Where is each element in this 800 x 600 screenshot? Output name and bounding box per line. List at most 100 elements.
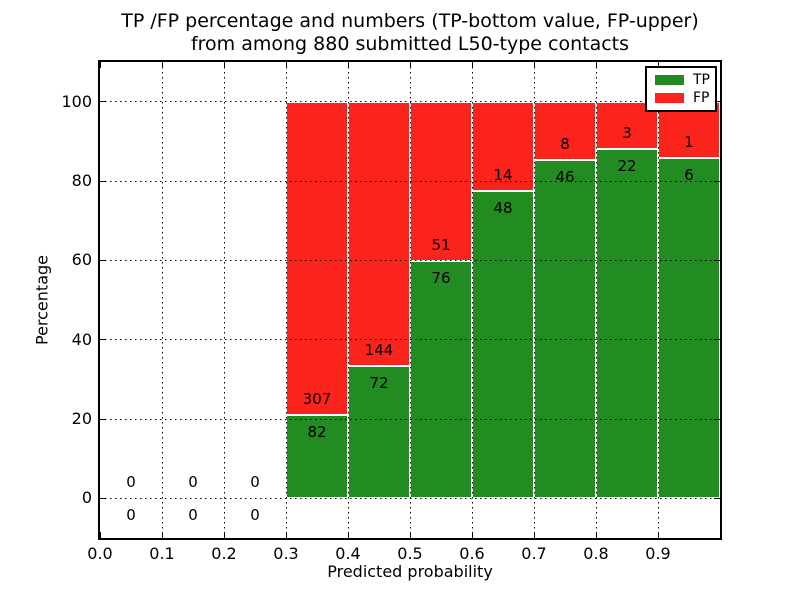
x-tick-label: 0.5 [397,544,423,563]
gridline-horizontal [100,101,720,103]
gridline-vertical [533,62,535,538]
x-tick-label: 0.1 [149,544,175,563]
tp-count-label: 76 [431,268,451,287]
tp-count-label: 0 [250,506,260,525]
y-axis-tick-right [714,101,720,103]
x-axis-tick-top [595,62,597,68]
bar-tp-segment [286,414,348,499]
y-axis-tick [100,180,106,182]
y-axis-tick-right [714,497,720,499]
y-axis-tick [100,101,106,103]
x-axis-tick [285,532,287,538]
tp-count-label: 46 [555,168,575,187]
tp-count-label: 0 [188,506,198,525]
gridline-horizontal [100,339,720,341]
tp-legend-label: TP [693,72,710,89]
x-tick-label: 0.2 [211,544,237,563]
gridline-horizontal [100,259,720,261]
y-axis-tick [100,497,106,499]
gridline-vertical [409,62,411,538]
fp-count-label: 3 [622,124,632,143]
tp-count-label: 82 [307,422,327,441]
y-axis-tick [100,259,106,261]
x-axis-tick [347,532,349,538]
y-axis-tick [100,418,106,420]
y-axis-tick [100,339,106,341]
bar-fp-segment [286,101,348,415]
fp-count-label: 8 [560,135,570,154]
x-axis-tick-top [99,62,101,68]
gridline-vertical [223,62,225,538]
bar-tp-segment [472,191,534,499]
bar-tp-segment [534,160,596,499]
x-axis-tick [223,532,225,538]
tp-legend-swatch [655,75,684,86]
x-axis-tick-top [161,62,163,68]
y-axis-tick-right [714,418,720,420]
x-axis-tick [471,532,473,538]
fp-count-label: 1 [684,133,694,152]
tp-count-label: 22 [617,157,637,176]
fp-legend-swatch [655,92,684,103]
chart-subtitle: from among 880 submitted L50-type contac… [190,33,630,55]
gridline-vertical [595,62,597,538]
gridline-horizontal [100,497,720,499]
x-axis-tick-top [285,62,287,68]
gridline-vertical [285,62,287,538]
gridline-vertical [657,62,659,538]
x-axis-label: Predicted probability [327,562,493,581]
x-tick-label: 0.6 [459,544,485,563]
x-tick-label: 0.9 [645,544,671,563]
legend-entry-fp: FP [655,89,710,106]
chart-title: TP /FP percentage and numbers (TP-bottom… [121,10,699,32]
fp-count-label: 14 [493,166,513,185]
tp-count-label: 48 [493,199,513,218]
x-axis-tick-top [533,62,535,68]
bar-tp-segment [596,149,658,499]
tp-count-label: 6 [684,166,694,185]
y-axis-tick-right [714,339,720,341]
plot-area: 0 0 0 0 0 0 307 82 144 72 51 76 14 48 8 46 3 22 1 6 [99,62,720,538]
gridline-vertical [347,62,349,538]
x-tick-label: 0.8 [583,544,609,563]
x-axis-tick-top [223,62,225,68]
fp-count-label: 0 [126,473,136,492]
tp-count-label: 72 [369,374,389,393]
bar-fp-segment [348,101,410,367]
x-axis-tick [657,532,659,538]
gridline-horizontal [100,180,720,182]
bar-tp-segment [348,366,410,499]
x-axis-tick-top [409,62,411,68]
x-axis-tick [595,532,597,538]
y-axis-tick-right [714,259,720,261]
y-tick-label: 100 [61,91,92,111]
y-tick-label: 40 [71,329,92,349]
y-axis-tick-right [714,180,720,182]
legend: TP FP [645,66,717,112]
x-axis-tick [99,532,101,538]
x-tick-label: 0.7 [521,544,547,563]
gridline-horizontal [100,418,720,420]
fp-count-label: 0 [188,473,198,492]
x-tick-label: 0.0 [87,544,113,563]
gridline-vertical [471,62,473,538]
x-axis-tick-top [657,62,659,68]
x-tick-label: 0.4 [335,544,361,563]
x-axis-tick [161,532,163,538]
bar-tp-segment [658,158,720,499]
y-tick-label: 0 [81,488,92,508]
fp-count-label: 144 [364,341,394,360]
y-tick-label: 80 [71,171,92,190]
x-axis-tick [533,532,535,538]
x-axis-tick [409,532,411,538]
fp-legend-label: FP [693,89,710,106]
y-tick-label: 60 [71,250,92,270]
bar-fp-segment [534,101,596,161]
fp-count-label: 51 [431,235,451,254]
gridline-vertical [161,62,163,538]
legend-entry-tp: TP [655,72,710,89]
fp-count-label: 307 [302,389,332,408]
x-tick-label: 0.3 [273,544,299,563]
y-tick-label: 20 [71,409,92,428]
